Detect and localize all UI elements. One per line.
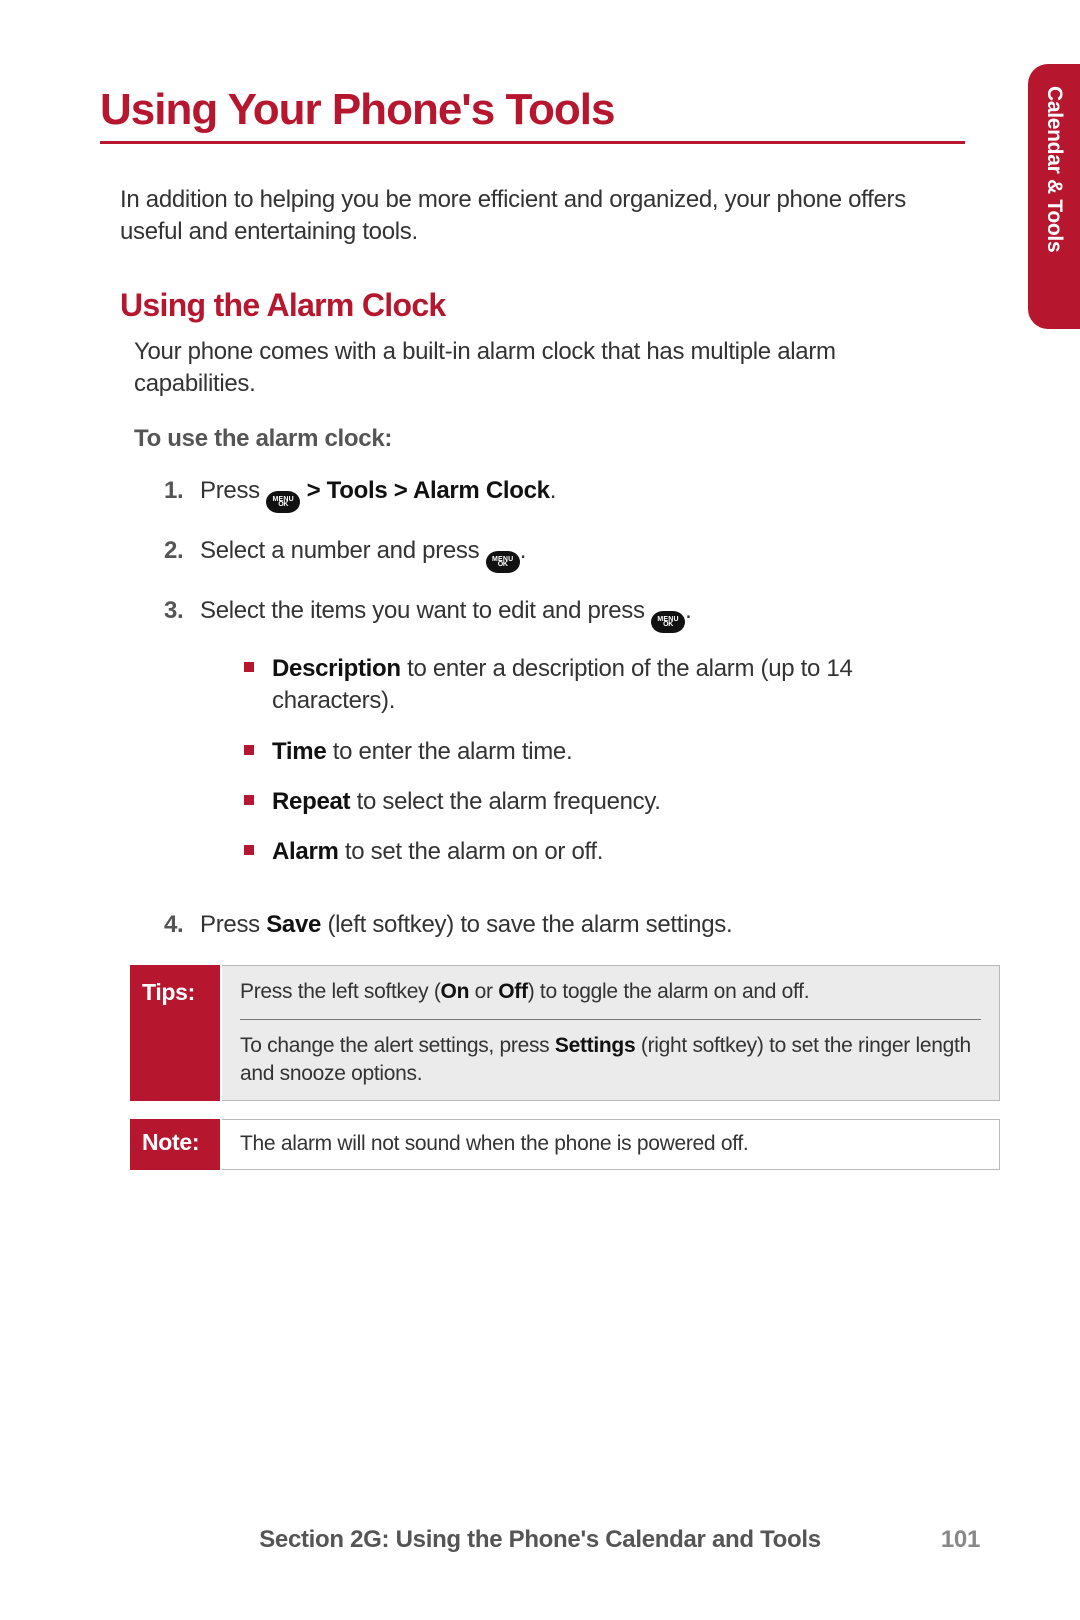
- callout-body: The alarm will not sound when the phone …: [222, 1119, 1000, 1169]
- step-text: Select a number and press MENUOK.: [200, 535, 964, 573]
- page-footer: Section 2G: Using the Phone's Calendar a…: [0, 1526, 1080, 1554]
- menu-ok-key-icon: MENUOK: [486, 551, 520, 573]
- callout-label: Tips:: [130, 965, 222, 1101]
- menu-ok-key-icon: MENUOK: [651, 611, 685, 633]
- page-title: Using Your Phone's Tools: [100, 85, 965, 144]
- note-callout: Note: The alarm will not sound when the …: [130, 1119, 1000, 1169]
- sub-item-text: to enter the alarm time.: [326, 738, 572, 765]
- sub-item-label: Repeat: [272, 788, 350, 815]
- manual-page: Calendar & Tools Using Your Phone's Tool…: [0, 0, 1080, 1620]
- step-text: Select the items you want to edit and pr…: [200, 595, 964, 887]
- callout-label: Note:: [130, 1119, 222, 1169]
- text-fragment: (left softkey) to save the alarm setting…: [321, 911, 732, 938]
- tips-row-2: To change the alert settings, press Sett…: [222, 1020, 999, 1101]
- step-4: 4. Press Save (left softkey) to save the…: [164, 909, 964, 941]
- steps-list: 1. Press MENUOK > Tools > Alarm Clock. 2…: [164, 475, 964, 942]
- step-1: 1. Press MENUOK > Tools > Alarm Clock.: [164, 475, 964, 513]
- sub-item-text: to select the alarm frequency.: [350, 788, 660, 815]
- step-text: Press MENUOK > Tools > Alarm Clock.: [200, 475, 964, 513]
- text-fragment: Press: [200, 911, 266, 938]
- subsection-heading: To use the alarm clock:: [134, 425, 980, 453]
- menu-ok-key-icon: MENUOK: [266, 491, 300, 513]
- sub-item-label: Time: [272, 738, 326, 765]
- sub-item-label: Alarm: [272, 838, 339, 865]
- text-fragment: Press: [200, 477, 266, 504]
- bold-save: Save: [266, 911, 321, 938]
- footer-section: Section 2G: Using the Phone's Calendar a…: [259, 1526, 821, 1553]
- step-number: 2.: [164, 535, 200, 573]
- sub-item-text: to set the alarm on or off.: [339, 838, 604, 865]
- step-text: Press Save (left softkey) to save the al…: [200, 909, 964, 941]
- bold-path: > Tools > Alarm Clock: [300, 477, 549, 504]
- intro-paragraph: In addition to helping you be more effic…: [120, 184, 950, 249]
- step-number: 3.: [164, 595, 200, 887]
- step-number: 1.: [164, 475, 200, 513]
- sub-item-repeat: Repeat to select the alarm frequency.: [244, 786, 964, 818]
- step-2: 2. Select a number and press MENUOK.: [164, 535, 964, 573]
- side-tab: Calendar & Tools: [1028, 64, 1080, 329]
- text-fragment: Select the items you want to edit and pr…: [200, 597, 651, 624]
- note-text: The alarm will not sound when the phone …: [222, 1120, 999, 1168]
- step-number: 4.: [164, 909, 200, 941]
- sub-item-alarm: Alarm to set the alarm on or off.: [244, 836, 964, 868]
- tips-callout: Tips: Press the left softkey (On or Off)…: [130, 965, 1000, 1101]
- section-body: Your phone comes with a built-in alarm c…: [134, 336, 934, 401]
- callout-body: Press the left softkey (On or Off) to to…: [222, 965, 1000, 1101]
- tips-row-1: Press the left softkey (On or Off) to to…: [222, 966, 999, 1018]
- text-fragment: Select a number and press: [200, 537, 486, 564]
- sub-list: Description to enter a description of th…: [244, 653, 964, 869]
- step-3: 3. Select the items you want to edit and…: [164, 595, 964, 887]
- sub-item-time: Time to enter the alarm time.: [244, 736, 964, 768]
- page-number: 101: [941, 1526, 980, 1554]
- section-heading: Using the Alarm Clock: [120, 287, 980, 324]
- sub-item-description: Description to enter a description of th…: [244, 653, 964, 718]
- sub-item-label: Description: [272, 655, 401, 682]
